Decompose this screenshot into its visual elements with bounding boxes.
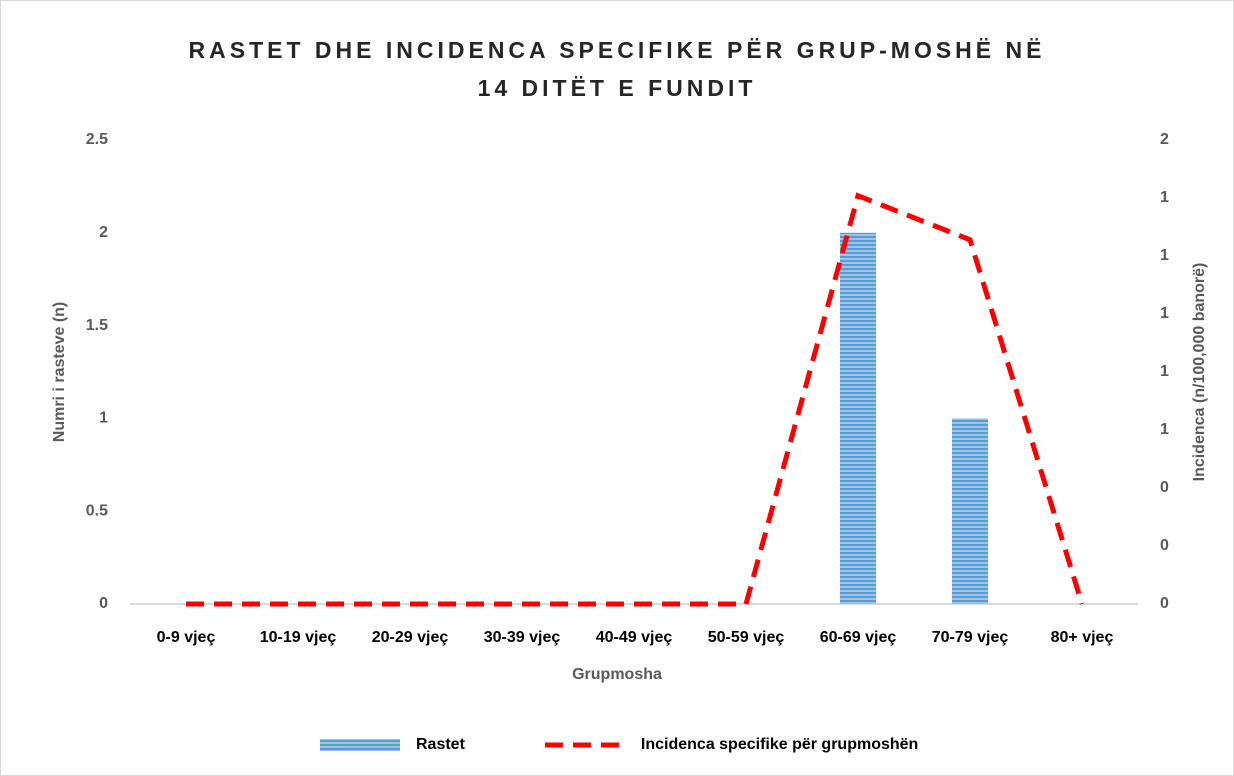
y2-tick-label: 0 xyxy=(1160,479,1169,496)
x-tick-label: 10-19 vjeç xyxy=(260,629,337,646)
y-tick-label: 2.5 xyxy=(86,131,108,148)
x-tick-label: 20-29 vjeç xyxy=(372,629,449,646)
y-tick-label: 0 xyxy=(99,595,108,612)
x-tick-label: 70-79 vjeç xyxy=(932,629,1009,646)
bar xyxy=(840,232,876,605)
x-tick-label: 50-59 vjeç xyxy=(708,629,785,646)
legend-label: Incidenca specifike për grupmoshën xyxy=(641,736,918,753)
chart-title: RASTET DHE INCIDENCA SPECIFIKE PËR GRUP-… xyxy=(189,37,1046,63)
y-tick-label: 1 xyxy=(99,410,108,427)
x-tick-label: 30-39 vjeç xyxy=(484,629,561,646)
legend-label: Rastet xyxy=(416,736,466,753)
y2-tick-label: 1 xyxy=(1160,189,1169,206)
legend-swatch xyxy=(320,739,400,751)
x-tick-label: 60-69 vjeç xyxy=(820,629,897,646)
y2-tick-label: 0 xyxy=(1160,595,1169,612)
y2-tick-label: 1 xyxy=(1160,421,1169,438)
y2-tick-label: 1 xyxy=(1160,247,1169,264)
y2-tick-label: 0 xyxy=(1160,537,1169,554)
y-tick-label: 1.5 xyxy=(86,317,108,334)
chart-title: 14 DITËT E FUNDIT xyxy=(478,75,757,101)
x-tick-label: 80+ vjeç xyxy=(1051,629,1114,646)
y2-tick-label: 1 xyxy=(1160,305,1169,322)
y2-axis-label: Incidenca (n/100,000 banorë) xyxy=(1191,263,1208,482)
x-tick-label: 0-9 vjeç xyxy=(157,629,216,646)
y2-tick-label: 1 xyxy=(1160,363,1169,380)
y-axis-label: Numri i rasteve (n) xyxy=(51,302,68,442)
y-tick-label: 0.5 xyxy=(86,502,108,519)
x-tick-label: 40-49 vjeç xyxy=(596,629,673,646)
line-series xyxy=(186,192,1085,607)
y-tick-label: 2 xyxy=(99,224,108,241)
y2-tick-label: 2 xyxy=(1160,131,1169,148)
bar xyxy=(952,418,988,604)
x-axis-label: Grupmosha xyxy=(572,666,662,683)
